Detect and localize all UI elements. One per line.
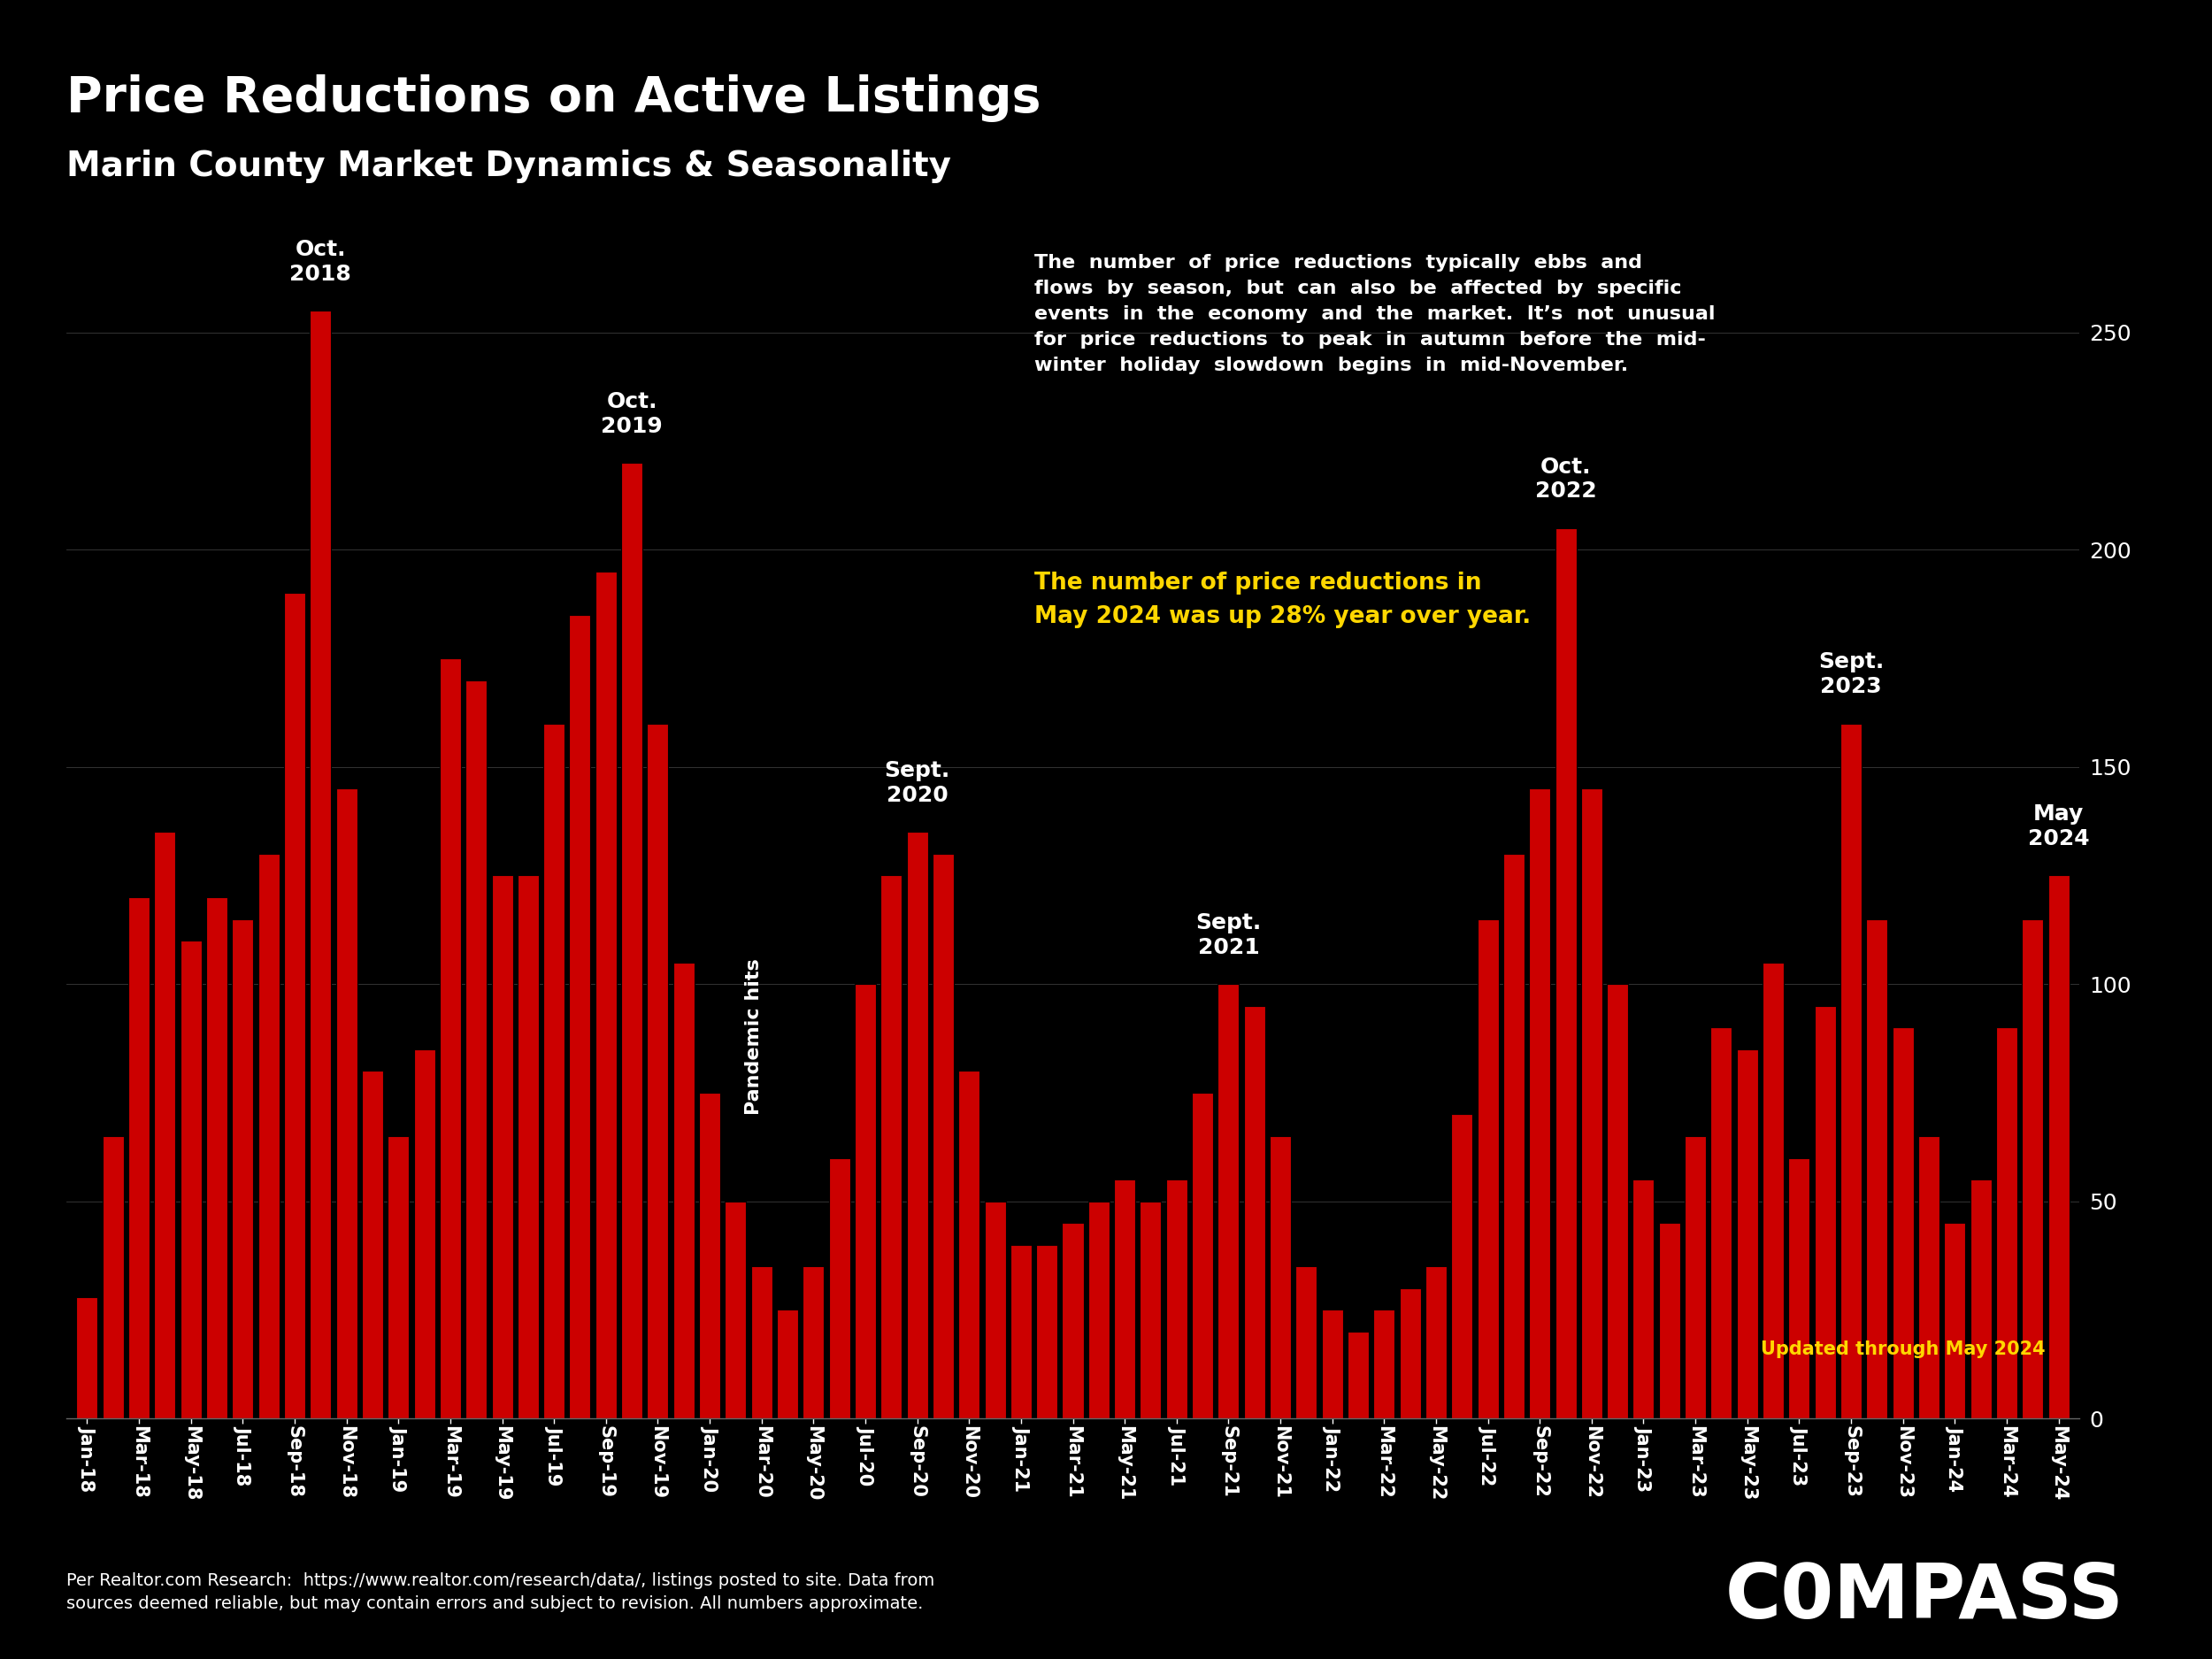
Bar [1115, 1180, 1135, 1418]
Text: May
2024: May 2024 [2028, 803, 2090, 849]
Text: Sept.
2020: Sept. 2020 [885, 760, 949, 806]
Bar [1763, 962, 1783, 1418]
Bar [1478, 919, 1498, 1418]
Bar [1296, 1266, 1316, 1418]
Bar [907, 833, 927, 1418]
Bar [1192, 1093, 1212, 1418]
Bar [206, 898, 228, 1418]
Bar [2048, 876, 2068, 1418]
Bar [232, 919, 254, 1418]
Bar [933, 854, 953, 1418]
Bar [518, 876, 540, 1418]
Bar [830, 1158, 849, 1418]
Bar [1451, 1115, 1473, 1418]
Text: Marin County Market Dynamics & Seasonality: Marin County Market Dynamics & Seasonali… [66, 149, 951, 182]
Text: Updated through May 2024: Updated through May 2024 [1761, 1340, 2046, 1357]
Bar [1270, 1136, 1292, 1418]
Bar [1139, 1201, 1161, 1418]
Bar [1504, 854, 1524, 1418]
Bar [1814, 1005, 1836, 1418]
Text: Price Reductions on Active Listings: Price Reductions on Active Listings [66, 75, 1042, 123]
Bar [595, 571, 617, 1418]
Bar [1606, 984, 1628, 1418]
Bar [1219, 984, 1239, 1418]
Bar [465, 680, 487, 1418]
Bar [984, 1201, 1006, 1418]
Bar [336, 788, 356, 1418]
Bar [1425, 1266, 1447, 1418]
Text: C0MPASS: C0MPASS [1725, 1561, 2124, 1634]
Bar [1011, 1244, 1031, 1418]
Bar [1867, 919, 1887, 1418]
Bar [1555, 528, 1577, 1418]
Text: Sept.
2021: Sept. 2021 [1197, 912, 1261, 957]
Bar [1736, 1048, 1759, 1418]
Bar [387, 1136, 409, 1418]
Bar [1891, 1027, 1913, 1418]
Text: The  number  of  price  reductions  typically  ebbs  and
flows  by  season,  but: The number of price reductions typically… [1033, 254, 1714, 373]
Bar [1995, 1027, 2017, 1418]
Bar [648, 723, 668, 1418]
Bar [1400, 1287, 1420, 1418]
Bar [155, 833, 175, 1418]
Bar [1243, 1005, 1265, 1418]
Bar [1062, 1223, 1084, 1418]
Bar [1686, 1136, 1705, 1418]
Bar [1374, 1311, 1396, 1418]
Bar [1528, 788, 1551, 1418]
Bar [880, 876, 902, 1418]
Text: Pandemic hits: Pandemic hits [745, 957, 763, 1115]
Text: Oct.
2019: Oct. 2019 [602, 392, 664, 436]
Bar [958, 1072, 980, 1418]
Bar [776, 1311, 799, 1418]
Bar [414, 1048, 436, 1418]
Bar [1632, 1180, 1655, 1418]
Bar [750, 1266, 772, 1418]
Bar [622, 463, 641, 1418]
Bar [726, 1201, 745, 1418]
Bar [1790, 1158, 1809, 1418]
Bar [2022, 919, 2044, 1418]
Bar [102, 1136, 124, 1418]
Bar [1035, 1244, 1057, 1418]
Bar [1944, 1223, 1966, 1418]
Bar [440, 659, 460, 1418]
Text: Oct.
2018: Oct. 2018 [290, 239, 352, 285]
Bar [363, 1072, 383, 1418]
Bar [1710, 1027, 1732, 1418]
Bar [1166, 1180, 1188, 1418]
Bar [1321, 1311, 1343, 1418]
Bar [672, 962, 695, 1418]
Bar [310, 310, 332, 1418]
Bar [1840, 723, 1863, 1418]
Bar [77, 1297, 97, 1418]
Text: The number of price reductions in
May 2024 was up 28% year over year.: The number of price reductions in May 20… [1033, 571, 1531, 629]
Bar [179, 941, 201, 1418]
Text: Sept.
2023: Sept. 2023 [1818, 652, 1885, 697]
Bar [259, 854, 279, 1418]
Text: Oct.
2022: Oct. 2022 [1535, 456, 1597, 503]
Bar [699, 1093, 721, 1418]
Bar [491, 876, 513, 1418]
Bar [1659, 1223, 1681, 1418]
Bar [803, 1266, 825, 1418]
Bar [1971, 1180, 1991, 1418]
Bar [1088, 1201, 1110, 1418]
Bar [1582, 788, 1601, 1418]
Bar [1347, 1332, 1369, 1418]
Bar [1918, 1136, 1940, 1418]
Bar [283, 594, 305, 1418]
Text: Per Realtor.com Research:  https://www.realtor.com/research/data/, listings post: Per Realtor.com Research: https://www.re… [66, 1573, 936, 1613]
Bar [854, 984, 876, 1418]
Bar [568, 615, 591, 1418]
Bar [544, 723, 564, 1418]
Bar [128, 898, 150, 1418]
